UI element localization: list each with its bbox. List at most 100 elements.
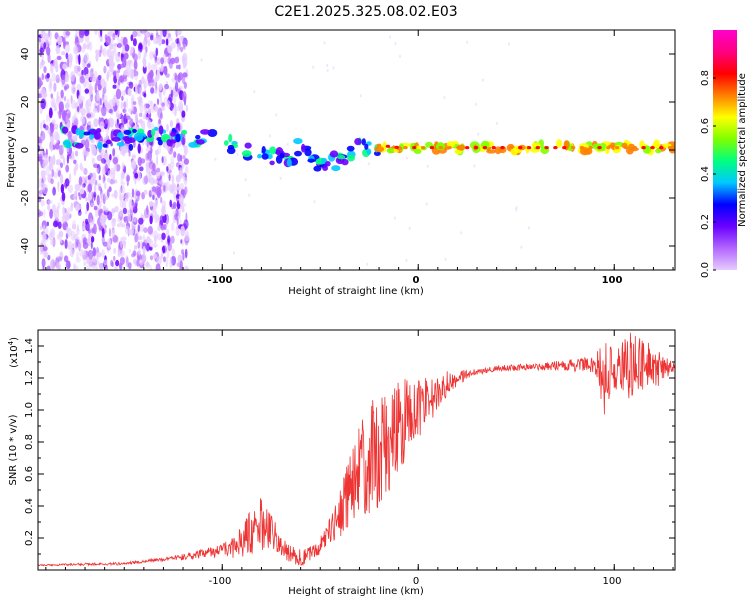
spectrogram-noise-blob — [47, 129, 51, 134]
spectrogram-noise-blob — [40, 30, 46, 38]
spectrogram-ridge-blob — [304, 148, 312, 157]
colorbar-tick-label-4: 0.8 — [700, 70, 711, 86]
spectrogram-noise-blob — [50, 143, 53, 153]
spectrogram-peak — [438, 146, 443, 150]
spectrogram-noise-blob — [182, 252, 185, 261]
spectrogram-noise-blob — [120, 171, 125, 180]
spectrogram-noise-blob — [79, 189, 85, 195]
spectrogram-ridge-blob — [83, 131, 91, 136]
spectrogram-ridge-blob — [366, 148, 372, 155]
spectrogram-noise-blob — [55, 133, 60, 143]
spectrogram-noise-blob — [126, 174, 130, 182]
spectrogram-noise-blob — [143, 255, 147, 262]
spectrogram-noise-blob — [103, 86, 107, 94]
spectrogram-noise-blob — [109, 153, 112, 161]
spectrogram-noise-blob — [69, 213, 72, 219]
spectrogram-noise-blob — [154, 200, 158, 210]
spectrogram-noise-blob — [111, 62, 115, 67]
spectrogram-ridge-blob — [456, 144, 466, 151]
spectrogram-noise-blob — [160, 252, 163, 260]
spectrogram-noise-blob — [123, 101, 127, 109]
spectrogram-noise-blob — [69, 248, 75, 258]
spectrogram-noise-blob — [45, 114, 49, 123]
spectrogram-noise-blob — [65, 210, 69, 217]
spectrogram-noise-blob — [182, 155, 186, 160]
spectrogram-noise-blob — [168, 33, 172, 38]
spectrogram-noise-blob — [90, 68, 94, 73]
spectrogram-noise-blob — [95, 168, 100, 173]
spectrogram-ridge-blob — [123, 129, 132, 135]
spectrogram-noise-blob — [130, 34, 134, 42]
spectrogram-noise-blob — [143, 93, 147, 98]
spectrogram-noise-blob — [93, 118, 99, 128]
spectrogram-noise-blob — [133, 244, 138, 250]
spectrogram-noise-blob — [89, 103, 92, 112]
spectrogram-noise-blob — [47, 30, 53, 41]
spectrogram-noise-blob — [96, 194, 100, 206]
spectrogram-noise-blob — [143, 80, 147, 92]
colorbar-tick-label-1: 0.2 — [700, 214, 711, 230]
top-ytick-label-neg20: -20 — [20, 190, 31, 206]
spectrogram-noise-blob — [141, 76, 145, 84]
spectrogram-noise-blob — [147, 150, 153, 162]
spectrogram-noise-blob — [64, 178, 70, 187]
spectrogram-noise-blob — [99, 215, 106, 225]
spectrogram-noise-blob — [134, 233, 139, 243]
spectrogram-noise-blob — [508, 42, 510, 46]
spectrogram-noise-blob — [166, 81, 169, 85]
spectrogram-noise-blob — [43, 154, 50, 165]
spectrogram-noise-blob — [41, 58, 45, 68]
spectrogram-noise-blob — [92, 247, 97, 257]
spectrogram-noise-blob — [147, 72, 153, 84]
colorbar: 0.0 0.2 0.4 0.6 0.8 Normalized spectral … — [700, 30, 748, 278]
spectrogram-noise-blob — [97, 84, 102, 91]
spectrogram-noise-blob — [117, 217, 120, 223]
spectrogram-ridge-blob — [269, 146, 277, 155]
spectrogram-noise-blob — [154, 105, 159, 112]
spectrogram-noise-blob — [140, 118, 143, 127]
spectrogram-noise-blob — [142, 55, 147, 67]
spectrogram-noise-blob — [180, 239, 183, 244]
spectrogram-ridge-blob — [166, 139, 172, 147]
spectrogram-noise-blob — [143, 189, 148, 195]
top-ytick-label-40: 40 — [20, 48, 31, 61]
spectrogram-ridge-blob — [207, 129, 218, 137]
spectrogram-noise-blob — [140, 30, 146, 34]
spectrogram-noise-blob — [119, 256, 125, 265]
spectrogram-noise-blob — [275, 113, 278, 117]
spectrogram-noise-blob — [149, 246, 153, 251]
spectrogram-noise-blob — [113, 247, 117, 254]
spectrogram-noise-blob — [332, 66, 335, 70]
spectrogram-noise-blob — [147, 225, 153, 235]
spectrogram-noise-blob — [58, 110, 62, 119]
spectrogram-noise-blob — [87, 78, 90, 89]
spectrogram-noise-blob — [91, 157, 96, 165]
spectrogram-noise-blob — [167, 57, 171, 65]
spectrogram-noise-blob — [124, 108, 127, 115]
spectrogram-noise-blob — [160, 57, 165, 65]
spectrogram-noise-blob — [102, 174, 106, 184]
spectrogram-noise-blob — [151, 169, 157, 176]
spectrogram-noise-blob — [55, 74, 60, 84]
spectrogram-noise-blob — [47, 204, 51, 211]
spectrogram-noise-blob — [58, 256, 63, 262]
spectrogram-noise-blob — [102, 205, 106, 210]
spectrogram-noise-blob — [178, 124, 181, 131]
spectrogram-noise-blob — [107, 118, 110, 130]
spectrogram-ridge-blob — [74, 142, 84, 149]
spectrogram-noise-blob — [83, 55, 87, 66]
spectrogram-noise-blob — [162, 66, 166, 72]
spectrogram-noise-blob — [162, 87, 166, 96]
spectrogram-noise-blob — [139, 158, 146, 164]
spectrogram-noise-blob — [73, 112, 77, 122]
spectrogram-noise-blob — [50, 239, 54, 246]
spectrogram-noise-blob — [115, 52, 121, 63]
spectrogram-noise-blob — [179, 154, 183, 162]
bottom-xtick-label-1: 0 — [413, 576, 419, 587]
spectrogram-noise-blob — [52, 154, 56, 166]
spectrogram-noise-blob — [98, 186, 102, 192]
spectrogram-noise-blob — [139, 87, 142, 97]
spectrogram-noise-blob — [82, 250, 87, 261]
spectrogram-noise-blob — [63, 85, 68, 91]
spectrogram-noise-blob — [54, 143, 60, 150]
